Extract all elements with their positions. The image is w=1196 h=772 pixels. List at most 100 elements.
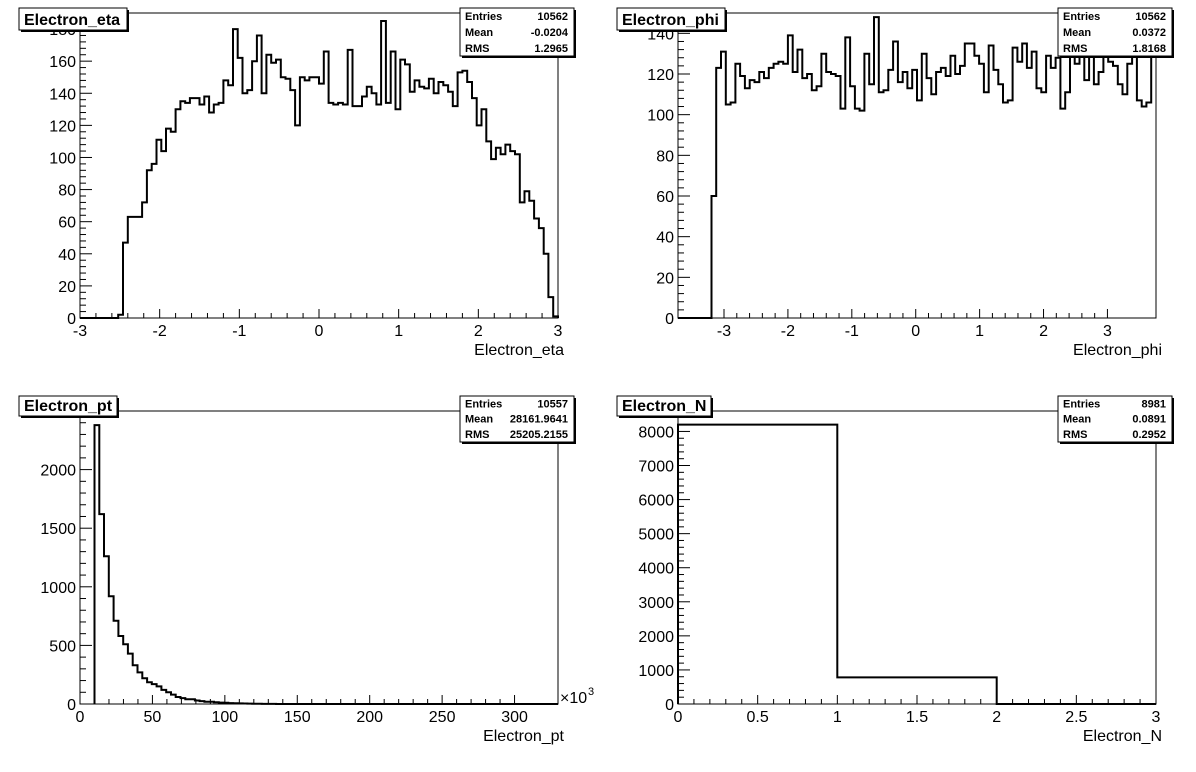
plot-frame <box>79 410 559 705</box>
x-tick-label: 100 <box>211 709 238 726</box>
y-tick-label: 8000 <box>638 424 674 441</box>
chart-title: Electron_phi <box>622 12 719 29</box>
stats-label: Entries <box>1063 11 1100 23</box>
y-tick-label: 100 <box>49 150 76 167</box>
y-tick-label: 20 <box>58 279 76 296</box>
stats-value: 0.0891 <box>1132 414 1166 426</box>
y-tick-label: 160 <box>49 54 76 71</box>
stats-box <box>1057 7 1173 57</box>
stats-label: Entries <box>1063 398 1100 410</box>
x-tick-label: 150 <box>284 709 311 726</box>
stats-value: 10557 <box>537 398 568 410</box>
y-tick-label: 20 <box>656 270 674 287</box>
x-tick-label: 1 <box>833 709 842 726</box>
stats-value: 1.8168 <box>1132 43 1166 55</box>
histogram-pad-electron-eta: 020406080100120140160180-3-2-10123Electr… <box>18 7 576 359</box>
stats-value: 10562 <box>537 11 568 23</box>
x-tick-label: -1 <box>232 323 246 340</box>
y-tick-label: 7000 <box>638 459 674 476</box>
y-tick-label: 0 <box>665 697 674 714</box>
x-tick-label: 1 <box>975 323 984 340</box>
title-box <box>18 7 128 31</box>
histogram-line <box>677 423 1156 705</box>
x-tick-label: 0 <box>315 323 324 340</box>
stats-label: RMS <box>1063 429 1087 441</box>
y-tick-label: 60 <box>656 189 674 206</box>
histogram-line <box>80 20 559 319</box>
stats-label: RMS <box>465 43 489 55</box>
x-tick-label: 0 <box>76 709 85 726</box>
x-tick-label: 1.5 <box>906 709 928 726</box>
y-tick-label: 3000 <box>638 595 674 612</box>
stats-value: 0.2952 <box>1132 429 1166 441</box>
y-tick-label: 100 <box>647 108 674 125</box>
stats-value: 8981 <box>1142 398 1166 410</box>
x-tick-label: -2 <box>781 323 795 340</box>
y-tick-label: 40 <box>58 247 76 264</box>
x-tick-label: 1 <box>394 323 403 340</box>
stats-box <box>459 7 575 57</box>
stats-label: Mean <box>465 414 493 426</box>
x-tick-label: 2 <box>1039 323 1048 340</box>
x-axis-multiplier-exponent: 3 <box>588 686 594 698</box>
y-tick-label: 2000 <box>40 463 76 480</box>
x-tick-label: 50 <box>144 709 162 726</box>
y-tick-label: 4000 <box>638 561 674 578</box>
x-tick-label: 250 <box>429 709 456 726</box>
stats-value: 10562 <box>1135 11 1166 23</box>
y-tick-label: 40 <box>656 230 674 247</box>
y-tick-label: 5000 <box>638 527 674 544</box>
histogram-pad-electron-pt: 05001000150020002500050100150200250300El… <box>18 395 594 745</box>
stats-value: 1.2965 <box>534 43 568 55</box>
y-tick-label: 80 <box>58 183 76 200</box>
y-tick-label: 2000 <box>638 629 674 646</box>
x-tick-label: 2 <box>992 709 1001 726</box>
stats-value: -0.0204 <box>531 27 569 39</box>
stats-value: 0.0372 <box>1132 27 1166 39</box>
x-tick-label: 0 <box>674 709 683 726</box>
stats-label: Mean <box>465 27 493 39</box>
stats-label: Mean <box>1063 414 1091 426</box>
x-tick-label: -3 <box>717 323 731 340</box>
title-box <box>18 395 118 417</box>
y-tick-label: 140 <box>49 86 76 103</box>
x-tick-label: -3 <box>73 323 87 340</box>
x-tick-label: -2 <box>153 323 167 340</box>
stats-box <box>459 395 575 443</box>
x-axis-title: Electron_pt <box>483 728 564 745</box>
histogram-line <box>678 16 1156 319</box>
stats-label: Entries <box>465 11 502 23</box>
x-tick-label: 3 <box>1103 323 1112 340</box>
stats-label: Entries <box>465 398 502 410</box>
stats-box <box>1057 395 1173 443</box>
y-tick-label: 120 <box>49 118 76 135</box>
x-axis-title: Electron_phi <box>1073 342 1162 359</box>
y-tick-label: 80 <box>656 148 674 165</box>
title-box <box>616 395 712 417</box>
stats-value: 25205.2155 <box>510 429 568 441</box>
y-tick-label: 0 <box>665 311 674 328</box>
histogram-line <box>93 424 558 705</box>
x-tick-label: 0.5 <box>747 709 769 726</box>
x-tick-label: 3 <box>554 323 563 340</box>
stats-label: RMS <box>1063 43 1087 55</box>
y-tick-label: 500 <box>49 638 76 655</box>
x-tick-label: -1 <box>845 323 859 340</box>
x-tick-label: 0 <box>911 323 920 340</box>
title-box <box>616 7 726 31</box>
stats-value: 28161.9641 <box>510 414 568 426</box>
x-tick-label: 300 <box>501 709 528 726</box>
y-tick-label: 6000 <box>638 493 674 510</box>
chart-title: Electron_N <box>622 398 706 415</box>
x-tick-label: 3 <box>1152 709 1161 726</box>
chart-title: Electron_eta <box>24 12 120 29</box>
plot-frame <box>677 410 1157 705</box>
stats-label: RMS <box>465 429 489 441</box>
y-tick-label: 1500 <box>40 521 76 538</box>
x-axis-title: Electron_eta <box>474 342 564 359</box>
x-tick-label: 2.5 <box>1065 709 1087 726</box>
y-tick-label: 60 <box>58 215 76 232</box>
stats-label: Mean <box>1063 27 1091 39</box>
